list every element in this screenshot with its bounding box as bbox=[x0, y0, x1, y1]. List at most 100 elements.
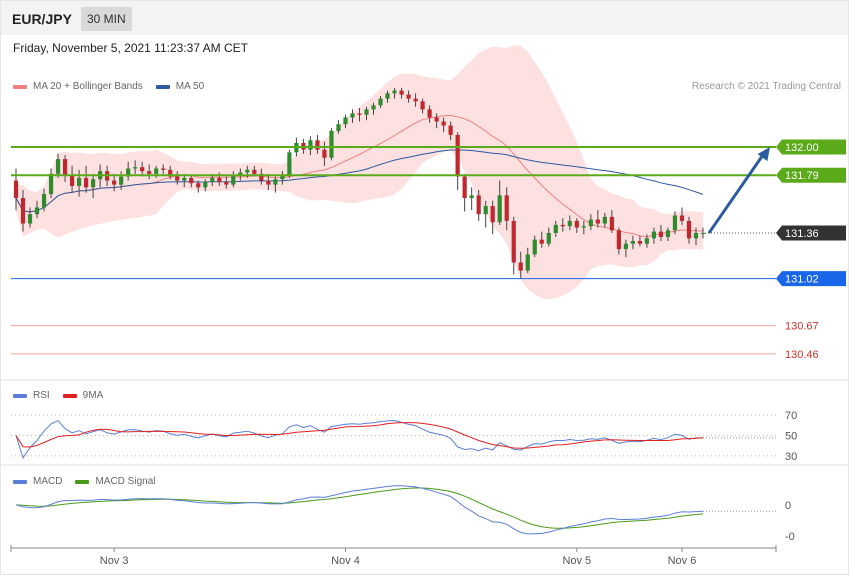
legend-swatch-rsi bbox=[13, 393, 27, 398]
candle-body bbox=[595, 219, 600, 224]
legend-label-ma20: MA 20 + Bollinger Bands bbox=[33, 81, 143, 92]
candle-body bbox=[315, 140, 320, 150]
candle-body bbox=[48, 173, 54, 195]
candle bbox=[41, 188, 47, 212]
candle bbox=[20, 189, 26, 232]
rsi-legend: RSI 9MA bbox=[13, 390, 116, 401]
candle bbox=[455, 132, 460, 190]
candle bbox=[658, 224, 664, 242]
candle bbox=[665, 227, 671, 242]
candle bbox=[406, 90, 411, 103]
candle-body bbox=[34, 207, 40, 215]
candle bbox=[27, 207, 33, 228]
candle bbox=[434, 113, 439, 129]
candle-body bbox=[490, 206, 495, 223]
candle bbox=[133, 160, 138, 174]
candle-body bbox=[700, 232, 706, 234]
candle-body bbox=[427, 109, 432, 118]
candle-body bbox=[27, 214, 33, 224]
candle-body bbox=[637, 241, 643, 244]
candle bbox=[679, 207, 685, 225]
candle-body bbox=[560, 224, 565, 227]
candle-body bbox=[539, 239, 544, 244]
candle-body bbox=[672, 215, 678, 231]
candle-body bbox=[658, 231, 664, 237]
candle bbox=[518, 251, 523, 279]
candle bbox=[553, 220, 558, 237]
candle-body bbox=[189, 177, 194, 184]
candle-body bbox=[371, 105, 376, 110]
candle bbox=[112, 173, 117, 192]
candle-body bbox=[119, 176, 124, 185]
candle-body bbox=[392, 90, 397, 94]
candle bbox=[560, 218, 565, 232]
candle-body bbox=[420, 101, 425, 110]
rsi-9ma-line bbox=[15, 422, 704, 449]
candle bbox=[623, 239, 628, 258]
candle-body bbox=[364, 109, 369, 115]
candle-body bbox=[140, 167, 145, 172]
candle-body bbox=[210, 177, 215, 182]
candle-body bbox=[679, 215, 685, 221]
ma50-line bbox=[15, 149, 704, 213]
candle-body bbox=[133, 167, 138, 169]
candle bbox=[147, 164, 152, 180]
candle bbox=[175, 171, 180, 185]
candle bbox=[637, 235, 643, 247]
candle-body bbox=[322, 149, 327, 158]
candle-body bbox=[55, 159, 61, 174]
candle bbox=[469, 187, 474, 211]
candle bbox=[441, 117, 446, 133]
candle-body bbox=[567, 220, 572, 227]
candle bbox=[140, 161, 145, 177]
candle-body bbox=[280, 175, 285, 180]
price-level-tag bbox=[776, 139, 846, 155]
candle bbox=[595, 210, 600, 228]
candle-body bbox=[343, 117, 348, 125]
candle-body bbox=[378, 98, 383, 106]
candle bbox=[371, 102, 376, 115]
candle bbox=[69, 165, 75, 193]
candle bbox=[280, 171, 285, 185]
header-bar: EUR/JPY 30 MIN bbox=[1, 1, 848, 35]
candle bbox=[55, 153, 61, 178]
price-level-label: 131.79 bbox=[785, 170, 819, 182]
candle-body bbox=[126, 168, 131, 177]
candle-body bbox=[231, 175, 236, 185]
candle bbox=[420, 98, 425, 114]
legend-label-macd: MACD bbox=[33, 476, 63, 487]
rsi-tick-label: 70 bbox=[785, 410, 797, 422]
rsi-line bbox=[15, 419, 703, 460]
candle bbox=[511, 216, 516, 275]
candle bbox=[546, 227, 551, 247]
candle bbox=[161, 164, 166, 174]
research-credit: Research © 2021 Trading Central bbox=[691, 81, 841, 92]
candle-body bbox=[182, 177, 187, 181]
candle bbox=[672, 211, 678, 235]
candle bbox=[651, 227, 657, 244]
candle-body bbox=[616, 230, 621, 250]
chart-datetime: Friday, November 5, 2021 11:23:37 AM CET bbox=[13, 41, 249, 55]
candle bbox=[497, 180, 502, 225]
candle-body bbox=[196, 183, 201, 188]
candle-body bbox=[462, 176, 467, 199]
candle-body bbox=[644, 238, 650, 244]
candle bbox=[602, 212, 607, 228]
candle bbox=[48, 168, 54, 199]
candle bbox=[413, 93, 418, 107]
price-level-label: 130.67 bbox=[785, 321, 819, 333]
timeframe-badge[interactable]: 30 MIN bbox=[81, 7, 132, 31]
candle-body bbox=[287, 152, 292, 176]
candle bbox=[350, 109, 355, 123]
candle-body bbox=[434, 117, 439, 122]
candle-body bbox=[399, 90, 404, 95]
candle bbox=[168, 165, 173, 180]
price-level-tag bbox=[776, 225, 846, 241]
candle bbox=[203, 179, 208, 192]
candle bbox=[259, 168, 264, 185]
candle bbox=[364, 106, 369, 121]
candle bbox=[62, 155, 68, 182]
candle-body bbox=[588, 219, 593, 227]
